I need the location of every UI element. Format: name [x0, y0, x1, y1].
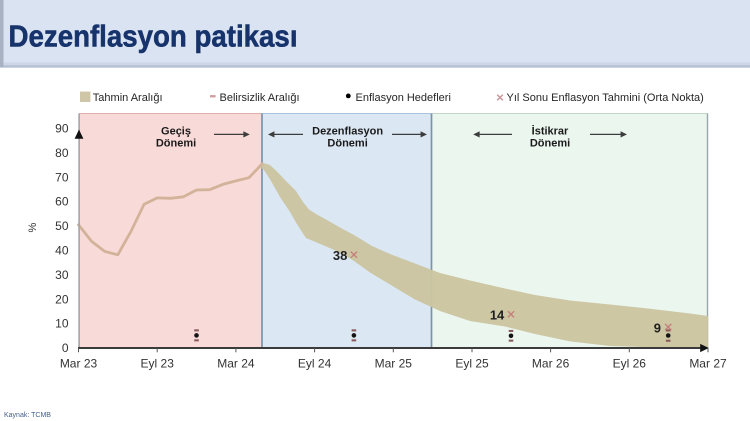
svg-text:Dönemi: Dönemi: [530, 138, 570, 150]
svg-text:50: 50: [55, 219, 69, 233]
svg-text:Mar 26: Mar 26: [532, 356, 570, 370]
svg-text:40: 40: [55, 244, 69, 258]
svg-text:Dönemi: Dönemi: [327, 138, 367, 150]
svg-text:10: 10: [55, 317, 69, 331]
svg-text:Eyl 26: Eyl 26: [613, 356, 647, 370]
svg-text:Eyl 24: Eyl 24: [298, 356, 332, 370]
svg-text:14: 14: [490, 307, 505, 322]
svg-text:Mar 24: Mar 24: [217, 356, 255, 370]
svg-text:70: 70: [55, 170, 69, 184]
svg-text:Geçiş: Geçiş: [161, 126, 191, 138]
svg-text:90: 90: [55, 122, 69, 136]
svg-text:0: 0: [62, 341, 69, 355]
svg-text:80: 80: [55, 146, 69, 160]
svg-text:Tahmin Aralığı: Tahmin Aralığı: [93, 92, 163, 104]
svg-text:Enflasyon Hedefleri: Enflasyon Hedefleri: [356, 92, 451, 104]
svg-text:9: 9: [654, 320, 661, 335]
svg-text:Eyl 23: Eyl 23: [141, 356, 175, 370]
svg-text:30: 30: [55, 268, 69, 282]
svg-text:Mar 27: Mar 27: [689, 356, 727, 370]
svg-text:Eyl 25: Eyl 25: [455, 356, 489, 370]
svg-text:Mar 23: Mar 23: [60, 356, 98, 370]
svg-text:Yıl Sonu Enflasyon Tahmini (Or: Yıl Sonu Enflasyon Tahmini (Orta Nokta): [507, 92, 704, 104]
svg-text:Belirsizlik Aralığı: Belirsizlik Aralığı: [220, 92, 300, 104]
svg-text:60: 60: [55, 195, 69, 209]
svg-text:Dezenflasyon: Dezenflasyon: [312, 126, 383, 138]
svg-text:İstikrar: İstikrar: [532, 125, 569, 138]
svg-text:%: %: [27, 223, 39, 233]
svg-text:20: 20: [55, 292, 69, 306]
svg-text:Dönemi: Dönemi: [156, 138, 196, 150]
svg-text:Mar 25: Mar 25: [375, 356, 413, 370]
svg-text:38: 38: [333, 248, 347, 263]
svg-text:Dezenflasyon patikası: Dezenflasyon patikası: [9, 19, 298, 53]
svg-text:Kaynak: TCMB: Kaynak: TCMB: [4, 412, 51, 419]
